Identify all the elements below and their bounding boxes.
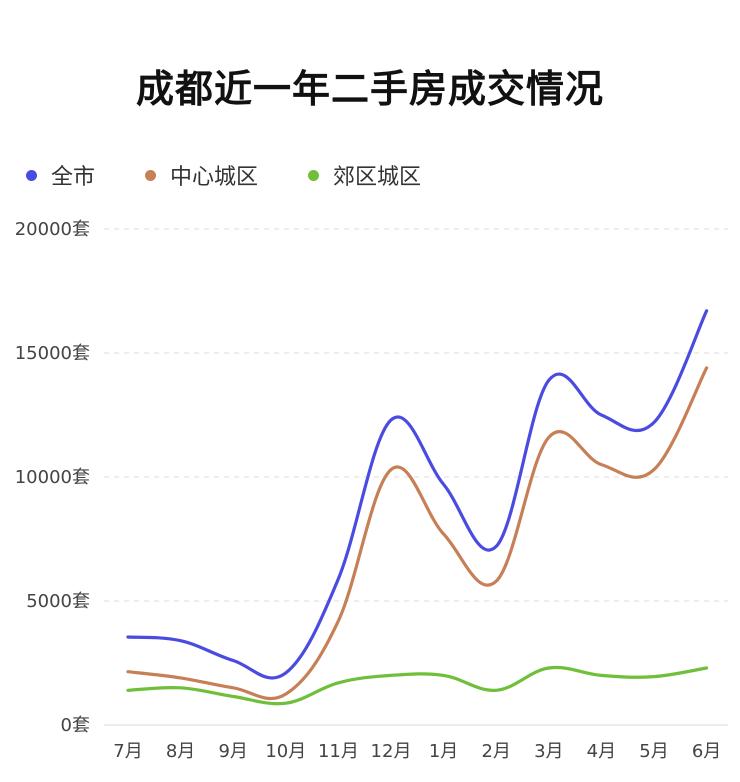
legend: 全市 中心城区 郊区城区 bbox=[26, 158, 471, 192]
x-tick-label: 7月 bbox=[113, 741, 142, 762]
data-point bbox=[178, 638, 183, 643]
x-tick-label: 10月 bbox=[265, 741, 306, 762]
y-tick-label: 20000套 bbox=[15, 219, 90, 240]
data-point bbox=[441, 673, 446, 678]
data-point bbox=[599, 462, 604, 467]
data-point bbox=[704, 365, 709, 370]
data-point bbox=[546, 435, 551, 440]
data-point bbox=[389, 467, 394, 472]
data-point bbox=[599, 673, 604, 678]
data-point bbox=[126, 669, 131, 674]
data-point bbox=[336, 680, 341, 685]
legend-dot-suburb bbox=[308, 169, 320, 181]
data-point bbox=[283, 701, 288, 706]
data-point bbox=[231, 694, 236, 699]
data-point bbox=[546, 378, 551, 383]
x-tick-label: 2月 bbox=[481, 741, 510, 762]
data-point bbox=[494, 544, 499, 549]
y-tick-label: 5000套 bbox=[26, 591, 90, 612]
data-point bbox=[494, 688, 499, 693]
data-point bbox=[652, 674, 657, 679]
x-tick-label: 9月 bbox=[218, 741, 247, 762]
series-line-city bbox=[126, 309, 709, 680]
data-point bbox=[704, 666, 709, 671]
legend-item-center[interactable]: 中心城区 bbox=[145, 159, 258, 191]
y-tick-label: 15000套 bbox=[15, 343, 90, 364]
x-tick-label: 11月 bbox=[318, 741, 359, 762]
data-point bbox=[283, 692, 288, 697]
data-point bbox=[389, 418, 394, 423]
data-point bbox=[231, 685, 236, 690]
legend-dot-center bbox=[145, 169, 157, 181]
legend-dot-city bbox=[26, 169, 37, 181]
x-tick-label: 6月 bbox=[692, 741, 721, 762]
legend-label-center: 中心城区 bbox=[170, 165, 259, 190]
x-tick-label: 4月 bbox=[587, 741, 616, 762]
legend-item-city[interactable]: 全市 bbox=[26, 159, 95, 191]
data-point bbox=[441, 532, 446, 537]
data-point bbox=[546, 666, 551, 671]
x-tick-label: 3月 bbox=[534, 741, 563, 762]
data-point bbox=[231, 658, 236, 663]
data-point bbox=[652, 420, 657, 425]
y-tick-label: 10000套 bbox=[15, 467, 90, 488]
data-point bbox=[494, 579, 499, 584]
chart-title: 成都近一年二手房成交情况 bbox=[135, 66, 604, 111]
x-axis-labels: 7月 8月 9月 10月 11月 12月 1月 2月 3月 4月 5月 6月 bbox=[113, 741, 721, 762]
data-point bbox=[178, 685, 183, 690]
series-lines bbox=[126, 308, 709, 706]
data-point bbox=[126, 635, 131, 640]
series-line-center bbox=[126, 366, 709, 701]
legend-label-suburb: 郊区城区 bbox=[333, 165, 422, 190]
x-tick-label: 1月 bbox=[429, 741, 458, 762]
x-tick-label: 8月 bbox=[166, 741, 195, 762]
data-point bbox=[652, 467, 657, 472]
data-point bbox=[283, 671, 288, 676]
data-point bbox=[704, 308, 709, 313]
data-point bbox=[178, 675, 183, 680]
series-line-suburb bbox=[126, 665, 709, 706]
x-tick-label: 12月 bbox=[371, 741, 412, 762]
y-tick-label: 0套 bbox=[61, 715, 90, 736]
data-point bbox=[336, 576, 341, 581]
data-point bbox=[126, 688, 131, 693]
data-point bbox=[441, 482, 446, 487]
x-tick-label: 5月 bbox=[639, 741, 668, 762]
legend-label-city: 全市 bbox=[51, 165, 96, 190]
data-point bbox=[389, 673, 394, 678]
data-point bbox=[599, 413, 604, 418]
data-point bbox=[336, 618, 341, 623]
grid-lines bbox=[104, 228, 728, 602]
legend-item-suburb[interactable]: 郊区城区 bbox=[308, 159, 421, 191]
y-axis-labels: 0套 5000套 10000套 15000套 20000套 bbox=[15, 219, 90, 736]
